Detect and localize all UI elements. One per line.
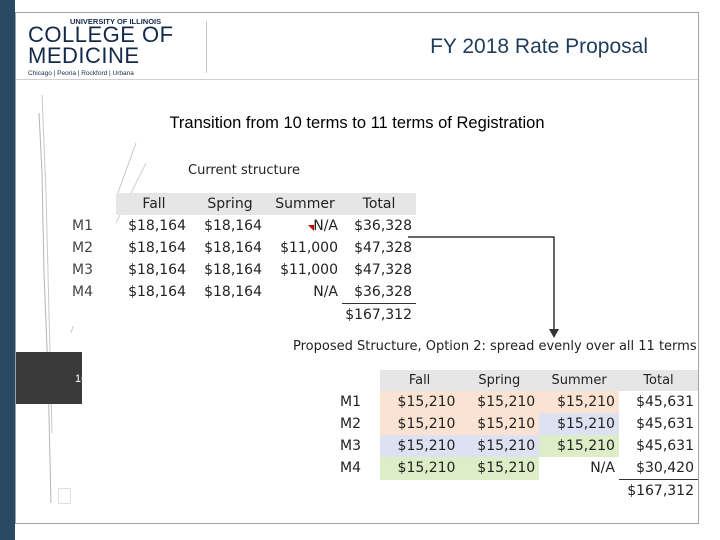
row-label: M1 [72,215,116,237]
header-divider [206,21,207,73]
header-cell-blank [72,193,116,215]
header-cell-total: Total [342,193,416,215]
empty-cell [380,480,460,503]
table-row: M3 $18,164 $18,164 $11,000 $47,328 [72,259,416,281]
table-row: M4 $18,164 $18,164 N/A $36,328 [72,281,416,304]
row-label: M2 [336,413,380,435]
connector-arrow-head [549,329,559,338]
current-structure-table: Fall Spring Summer Total M1 $18,164 $18,… [72,193,416,326]
current-structure-caption: Current structure [188,163,300,178]
cell-fall: $15,210 [379,435,460,457]
cell-spring: $15,210 [459,391,540,413]
cell-summer: $15,210 [539,435,619,457]
header-cell-fall: Fall [116,193,192,215]
cell-spring: $18,164 [204,262,262,278]
row-label: M2 [72,237,116,259]
empty-cell [459,480,539,503]
slide-header: UNIVERSITY OF ILLINOIS COLLEGE OF MEDICI… [16,13,698,80]
row-label: M1 [336,391,380,413]
cell-summer: $15,210 [539,391,619,413]
row-label: M3 [72,259,116,281]
cell-total: $36,328 [354,284,412,300]
cell-total: $47,328 [354,240,412,256]
header-cell-total: Total [618,370,698,391]
table-row: M1 $15,210 $15,210 $15,210 $45,631 [336,391,698,413]
logo-university: UNIVERSITY OF ILLINOIS [70,17,162,26]
cell-total: $45,631 [636,416,694,432]
table-row: M4 $15,210 $15,210 N/A $30,420 [336,457,698,480]
header-cell-spring: Spring [192,193,268,215]
left-accent-band [0,0,15,540]
cell-spring: $15,210 [459,435,540,457]
cell-fall: $15,210 [379,391,460,413]
slide-title: FY 2018 Rate Proposal [430,35,648,58]
cell-total: $36,328 [354,218,412,234]
college-logo: UNIVERSITY OF ILLINOIS COLLEGE OF MEDICI… [22,17,192,77]
cell-fall: $15,210 [379,457,460,480]
empty-cell [116,304,192,327]
table-header-row: Fall Spring Summer Total [72,193,416,215]
cell-fall: $18,164 [128,284,186,301]
cell-spring: $18,164 [204,284,262,301]
empty-cell [72,303,116,326]
cell-fall: $18,164 [128,240,186,256]
empty-cell [268,304,342,327]
slide-number-tab [16,352,82,404]
cell-spring: $18,164 [204,240,262,256]
cell-total: $45,631 [636,438,694,454]
cell-summer: N/A [313,284,338,301]
proposed-structure-caption: Proposed Structure, Option 2: spread eve… [293,339,697,354]
table-row: M2 $18,164 $18,164 $11,000 $47,328 [72,237,416,259]
empty-cell [539,480,619,503]
grand-total-row: $167,312 [336,479,698,503]
header-cell-blank [336,370,380,391]
cell-summer: N/A [590,460,615,477]
slide-subtitle: Transition from 10 terms to 11 terms of … [169,114,545,132]
cell-summer: $11,000 [280,240,338,256]
proposed-structure-table: Fall Spring Summer Total M1 $15,210 $15,… [336,370,698,502]
table-header-row: Fall Spring Summer Total [336,370,698,391]
cell-summer: N/A [313,218,338,234]
header-cell-fall: Fall [379,370,460,391]
grand-total-row: $167,312 [72,303,416,327]
cell-summer: $15,210 [539,413,619,435]
row-label: M4 [72,281,116,304]
cell-spring: $15,210 [459,413,540,435]
empty-cell [192,304,268,327]
connector-arrow-line [408,236,555,331]
grand-total-value: $167,312 [618,479,698,502]
table-row: M2 $15,210 $15,210 $15,210 $45,631 [336,413,698,435]
decor-line-1 [38,112,52,504]
cell-total: $47,328 [354,262,412,278]
logo-line1: COLLEGE OF [28,22,174,47]
header-cell-summer: Summer [539,370,619,391]
header-cell-summer: Summer [268,193,342,215]
table-row: M3 $15,210 $15,210 $15,210 $45,631 [336,435,698,457]
empty-cell [336,479,380,502]
cell-total: $45,631 [636,394,694,410]
decorative-square [58,488,71,504]
cell-spring: $15,210 [459,457,540,480]
header-cell-spring: Spring [459,370,540,391]
grand-total-value: $167,312 [342,303,416,326]
cell-spring: $18,164 [204,218,262,234]
slide: UNIVERSITY OF ILLINOIS COLLEGE OF MEDICI… [15,12,699,524]
logo-line2: MEDICINE [28,43,140,68]
cell-summer: $11,000 [280,262,338,278]
cell-fall: $18,164 [128,262,186,278]
logo-locations: Chicago | Peoria | Rockford | Urbana [28,70,134,77]
slide-number: 16 [75,373,88,385]
cell-fall: $18,164 [128,218,186,234]
row-label: M4 [336,457,380,480]
table-row: M1 $18,164 $18,164 N/A $36,328 [72,215,416,237]
cell-fall: $15,210 [379,413,460,435]
row-label: M3 [336,435,380,457]
cell-total: $30,420 [636,460,694,476]
